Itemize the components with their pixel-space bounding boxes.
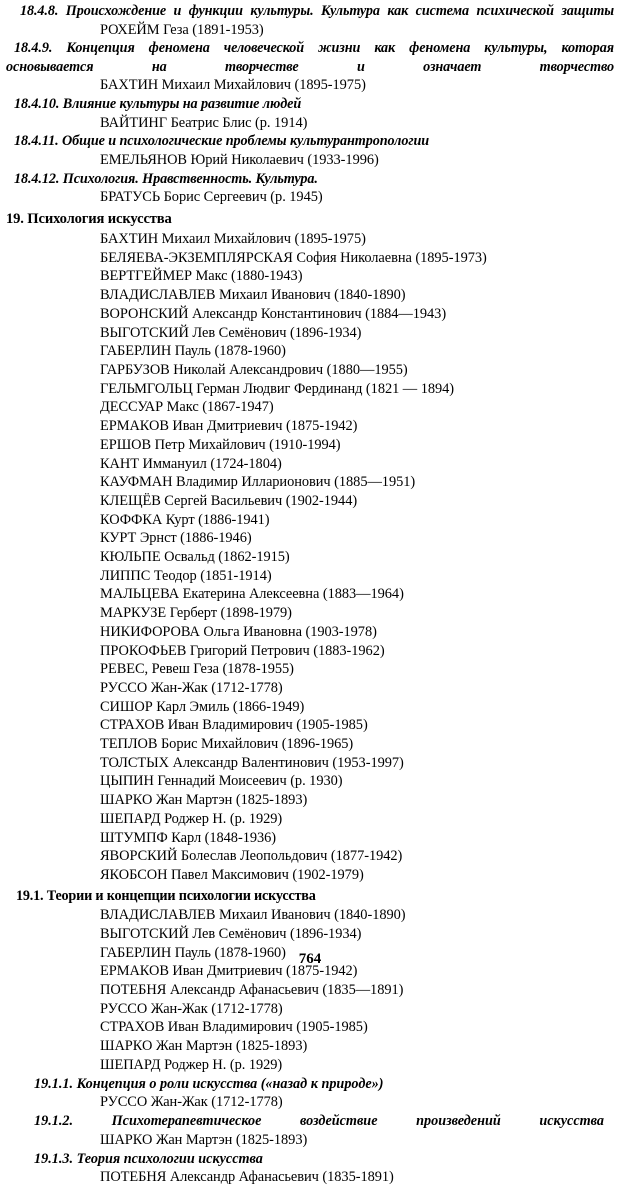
person-entry: БАХТИН Михаил Михайлович (1895-1975) — [100, 231, 366, 248]
person-entry: ГАРБУЗОВ Николай Александрович (1880—195… — [100, 362, 408, 378]
person-entry: РУССО Жан-Жак (1712-1778) — [100, 679, 283, 696]
person-entry: ВЕРТГЕЙМЕР Макс (1880-1943) — [100, 268, 303, 285]
person-entry: ШАРКО Жан Мартэн (1825-1893) — [100, 1038, 308, 1055]
subsection-heading: 18.4.11. Общие и психологические проблем… — [14, 133, 430, 150]
person-entry: ЦЫПИН Геннадий Моисеевич (р. 1930) — [100, 773, 343, 790]
person-entry: БАХТИН Михаил Михайлович (1895-1975) — [100, 77, 366, 94]
person-entry: РОХЕЙМ Геза (1891-1953) — [100, 21, 264, 38]
subsubsection-heading: 19.1.3. Теория психологии искусства — [34, 1150, 263, 1167]
subsection-heading: 18.4.12. Психология. Нравственность. Кул… — [14, 170, 318, 187]
person-entry: КАУФМАН Владимир Илларионович (1885—1951… — [100, 474, 416, 491]
person-entry: ЯКОБСОН Павел Максимович (1902-1979) — [100, 866, 364, 883]
person-entry: ШТУМПФ Карл (1848-1936) — [100, 829, 277, 846]
person-entry: ШАРКО Жан Мартэн (1825-1893) — [100, 792, 308, 809]
person-entry: КАНТ Иммануил (1724-1804) — [100, 455, 282, 472]
person-entry: КЛЕЩЁВ Сергей Васильевич (1902-1944) — [100, 492, 358, 509]
person-entry: КЮЛЬПЕ Освальд (1862-1915) — [100, 549, 290, 566]
person-entry: ШЕПАРД Роджер Н. (р. 1929) — [100, 810, 283, 827]
page-number: 764 — [298, 951, 322, 967]
person-entry: КОФФКА Курт (1886-1941) — [100, 511, 270, 528]
person-entry: ГАБЕРЛИН Пауль (1878-1960) — [100, 343, 286, 360]
person-entry: СИШОР Карл Эмиль (1866-1949) — [100, 698, 305, 715]
person-entry: ШЕПАРД Роджер Н. (р. 1929) — [100, 1056, 283, 1073]
person-entry: ВАЙТИНГ Беатрис Блис (р. 1914) — [100, 114, 308, 131]
subsection-heading: 18.4.8. Происхождение и функции культуры… — [20, 3, 614, 19]
person-entry: ПОТЕБНЯ Александр Афанасьевич (1835—1891… — [100, 982, 404, 998]
person-entry: ПРОКОФЬЕВ Григорий Петрович (1883-1962) — [100, 642, 385, 659]
person-entry: МАРКУЗЕ Герберт (1898-1979) — [100, 605, 292, 622]
person-entry: ЛИППС Теодор (1851-1914) — [100, 567, 272, 584]
document-page: 18.4.8. Происхождение и функции культуры… — [6, 3, 614, 1185]
person-entry: ВЫГОТСКИЙ Лев Семёнович (1896-1934) — [100, 324, 362, 341]
person-entry: ПОТЕБНЯ Александр Афанасьевич (1835-1891… — [100, 1169, 394, 1186]
subsection-heading: 18.4.9. Концепция феномена человеческой … — [6, 40, 614, 75]
index-content: 18.4.8. Происхождение и функции культуры… — [6, 2, 614, 1187]
subsubsection-heading: 19.1.2. Психотерапевтическое воздействие… — [34, 1113, 604, 1130]
person-entry: КУРТ Эрнст (1886-1946) — [100, 530, 252, 547]
person-entry: ТОЛСТЫХ Александр Валентинович (1953-199… — [100, 754, 404, 771]
person-entry: РУССО Жан-Жак (1712-1778) — [100, 1000, 283, 1017]
person-entry: ГЕЛЬМГОЛЬЦ Герман Людвиг Фердинанд (1821… — [100, 380, 455, 397]
person-entry: МАЛЬЦЕВА Екатерина Алексеевна (1883—1964… — [100, 586, 404, 603]
person-entry: ВЛАДИСЛАВЛЕВ Михаил Иванович (1840-1890) — [100, 287, 406, 304]
person-entry: ВЛАДИСЛАВЛЕВ Михаил Иванович (1840-1890) — [100, 907, 406, 924]
person-entry: НИКИФОРОВА Ольга Ивановна (1903-1978) — [100, 623, 377, 640]
person-entry: ТЕПЛОВ Борис Михайлович (1896-1965) — [100, 736, 354, 753]
chapter-heading: 19. Психология искусства — [6, 211, 172, 228]
person-entry: ЯВОРСКИЙ Болеслав Леопольдович (1877-194… — [100, 848, 403, 865]
person-entry: СТРАХОВ Иван Владимирович (1905-1985) — [100, 717, 368, 734]
person-entry: РУССО Жан-Жак (1712-1778) — [100, 1094, 283, 1111]
subsubsection-heading: 19.1.1. Концепция о роли искусства («наз… — [34, 1075, 384, 1092]
person-entry: ЕРМАКОВ Иван Дмитриевич (1875-1942) — [100, 418, 358, 435]
person-entry: ВОРОНСКИЙ Александр Константинович (1884… — [100, 305, 447, 322]
person-entry: ГАБЕРЛИН Пауль (1878-1960) — [100, 944, 286, 961]
person-entry: ДЕССУАР Макс (1867-1947) — [100, 399, 274, 416]
person-entry: ШАРКО Жан Мартэн (1825-1893) — [100, 1131, 308, 1148]
person-entry: РЕВЕС, Ревеш Геза (1878-1955) — [100, 661, 294, 678]
person-entry: БРАТУСЬ Борис Сергеевич (р. 1945) — [100, 189, 323, 206]
person-entry: ЕМЕЛЬЯНОВ Юрий Николаевич (1933-1996) — [100, 152, 379, 169]
subsection-heading: 18.4.10. Влияние культуры на развитие лю… — [14, 96, 302, 113]
person-entry: БЕЛЯЕВА-ЭКЗЕМПЛЯРСКАЯ София Николаевна (… — [100, 249, 487, 266]
person-entry: ЕРШОВ Петр Михайлович (1910-1994) — [100, 436, 341, 453]
section-heading: 19.1. Теории и концепции психологии иску… — [16, 887, 316, 904]
person-entry: СТРАХОВ Иван Владимирович (1905-1985) — [100, 1019, 368, 1036]
person-entry: ВЫГОТСКИЙ Лев Семёнович (1896-1934) — [100, 925, 362, 942]
